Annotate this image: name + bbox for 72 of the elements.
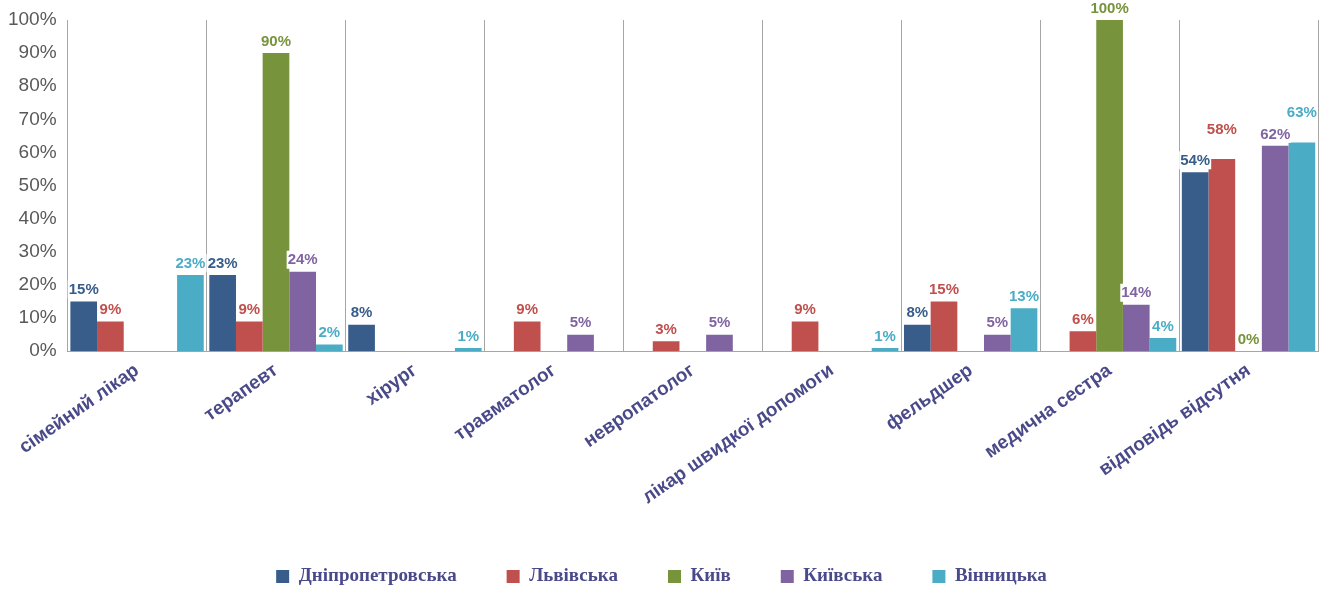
bar <box>70 301 98 352</box>
y-tick-label: 0% <box>29 339 57 361</box>
data-label: 58% <box>1206 119 1237 137</box>
bar <box>235 321 263 352</box>
data-label: 3% <box>655 319 677 337</box>
data-label: 6% <box>1072 310 1094 327</box>
data-label: 13% <box>1009 286 1040 304</box>
data-label: 2% <box>318 323 341 341</box>
bar <box>316 344 343 352</box>
y-tick-label: 60% <box>18 140 57 162</box>
bar <box>1149 337 1177 352</box>
data-label: 9% <box>99 300 122 318</box>
bar <box>454 347 482 352</box>
data-label: 62% <box>1260 124 1291 142</box>
bar <box>1069 331 1097 352</box>
bar <box>791 321 819 352</box>
bar <box>652 341 680 352</box>
y-tick-label: 50% <box>18 173 57 195</box>
bar <box>1208 159 1236 352</box>
bar <box>1261 145 1289 352</box>
bar <box>348 324 375 352</box>
bar <box>984 334 1011 352</box>
data-label: 24% <box>287 250 318 268</box>
data-label: 9% <box>794 300 816 318</box>
data-label: 14% <box>1121 283 1152 301</box>
data-label: 8% <box>350 303 373 321</box>
bar <box>513 321 541 352</box>
data-label: 1% <box>874 326 896 344</box>
data-label: 5% <box>569 313 592 331</box>
data-label: 23% <box>207 253 238 271</box>
bar <box>903 324 931 352</box>
data-label: 9% <box>238 300 261 318</box>
y-tick-label: 40% <box>18 206 57 228</box>
data-label: 63% <box>1286 103 1317 121</box>
data-label: 15% <box>68 280 99 298</box>
bar <box>1288 142 1316 352</box>
bar <box>177 275 204 352</box>
legend-label: Дніпропетровська <box>298 564 458 586</box>
legend-label: Київ <box>690 564 731 586</box>
bar <box>97 321 124 352</box>
data-label: 5% <box>708 313 731 331</box>
data-label: 0% <box>1237 329 1260 347</box>
y-tick-label: 70% <box>18 107 57 129</box>
data-label: 4% <box>1152 316 1174 334</box>
bar <box>209 275 236 352</box>
bar <box>1010 308 1038 352</box>
data-label: 100% <box>1090 0 1129 16</box>
bar <box>567 334 594 352</box>
bar <box>289 271 317 352</box>
y-tick-label: 100% <box>7 8 57 30</box>
y-tick-label: 20% <box>18 273 57 295</box>
bar <box>1096 20 1123 352</box>
y-tick-label: 90% <box>18 41 57 63</box>
legend-label: Вінницька <box>954 564 1048 586</box>
bar <box>1122 304 1150 352</box>
y-tick-label: 30% <box>18 240 57 262</box>
data-label: 15% <box>928 280 960 298</box>
data-label: 54% <box>1180 151 1211 169</box>
data-label: 23% <box>175 253 206 271</box>
y-tick-label: 10% <box>18 306 57 328</box>
data-label: 90% <box>260 31 292 49</box>
data-label: 1% <box>457 326 480 344</box>
data-label: 9% <box>516 300 539 318</box>
bar <box>1181 172 1209 352</box>
bar <box>930 301 958 352</box>
legend-label: Київська <box>803 564 883 586</box>
legend-label: Львівська <box>529 564 619 586</box>
bar <box>706 334 733 352</box>
y-tick-label: 80% <box>18 74 57 96</box>
data-label: 8% <box>906 303 929 321</box>
data-label: 5% <box>986 313 1009 331</box>
bar <box>262 53 290 352</box>
